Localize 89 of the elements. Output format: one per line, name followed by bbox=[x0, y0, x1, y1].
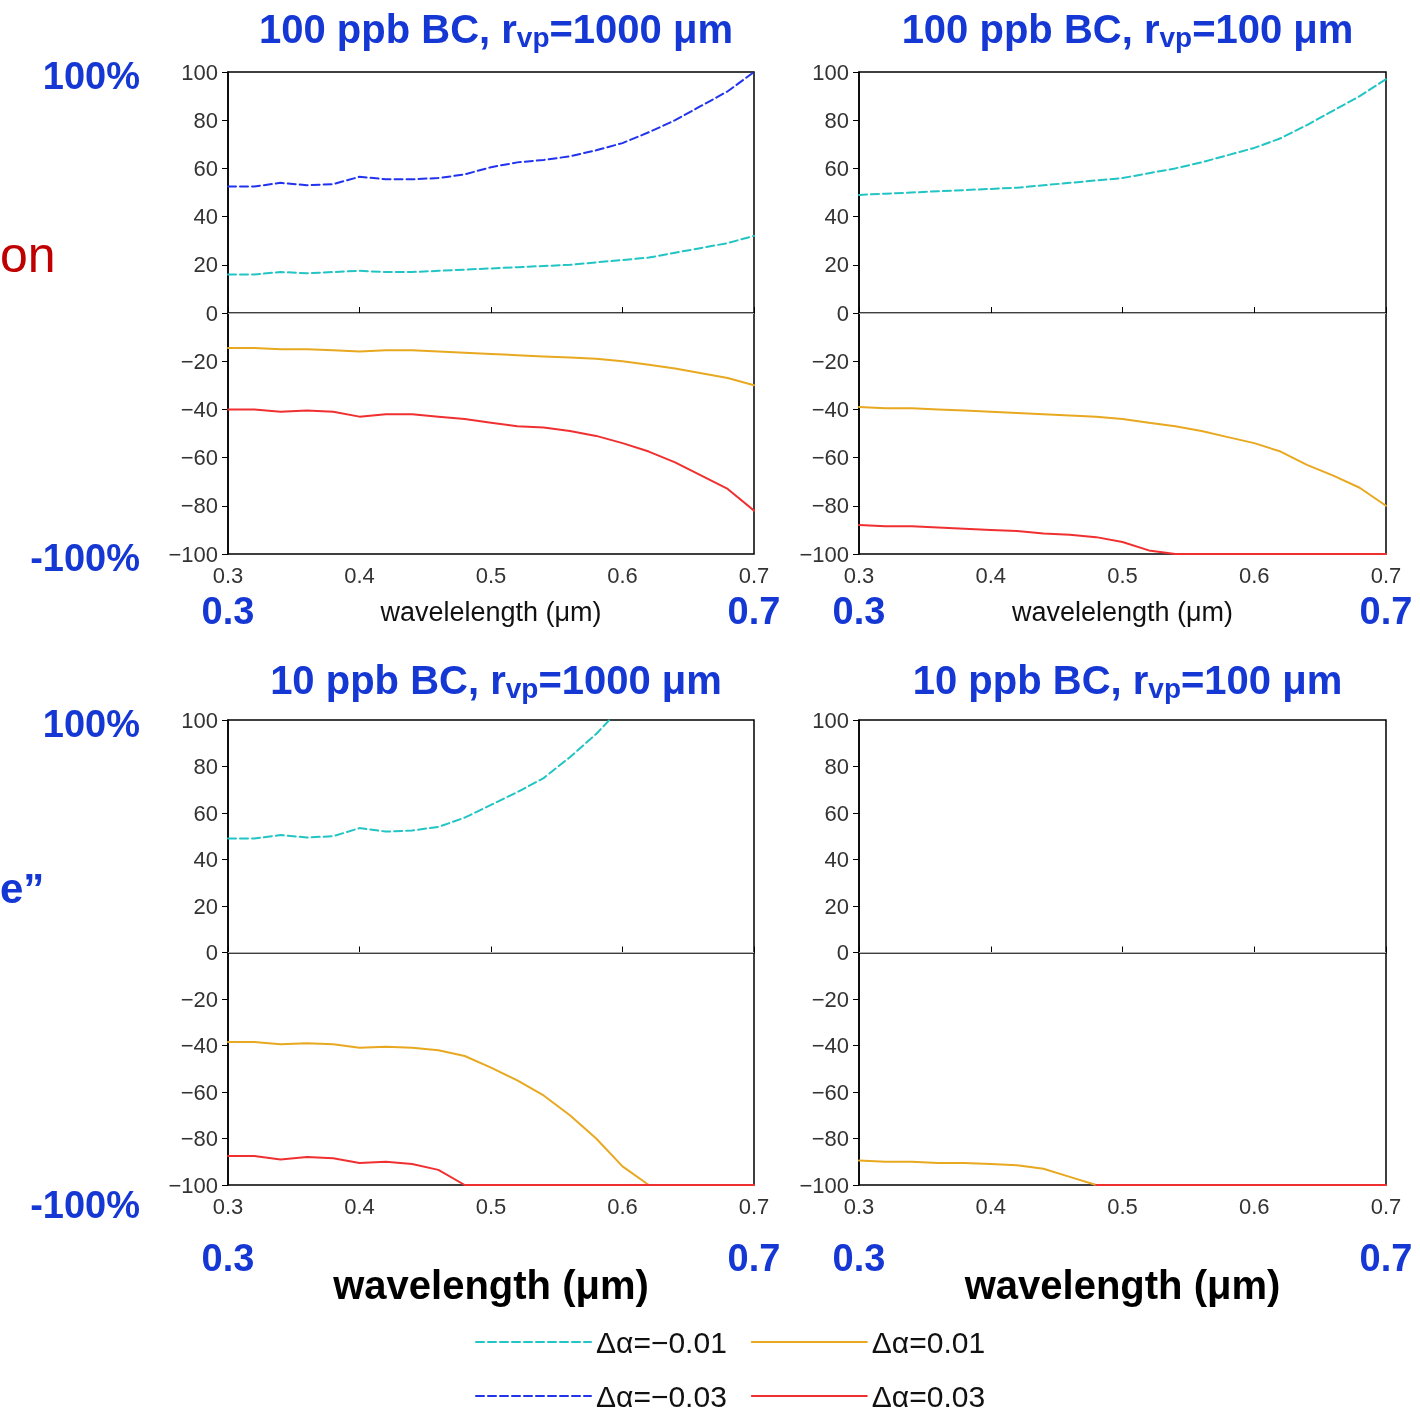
y-tick-label: −20 bbox=[180, 986, 218, 1012]
y-tick-label: 80 bbox=[193, 107, 218, 133]
text: 100% bbox=[42, 55, 140, 97]
x-tick-label: 0.4 bbox=[975, 562, 1007, 588]
y-tick-label: −60 bbox=[811, 1079, 849, 1105]
text: 0.7 bbox=[727, 1237, 781, 1279]
y-tick-label: −80 bbox=[811, 1126, 849, 1151]
x-tick-label: 0.4 bbox=[975, 1193, 1007, 1219]
line-series bbox=[227, 408, 755, 512]
line-series bbox=[227, 1041, 650, 1186]
y-tick-label: 0 bbox=[205, 940, 218, 965]
x-tick-label: 0.5 bbox=[475, 562, 507, 588]
text: 100% bbox=[42, 703, 140, 745]
x-tick-label: 0.5 bbox=[475, 1193, 507, 1219]
x-tick-label: 0.5 bbox=[1107, 562, 1138, 588]
x-axis-title: wavelelength (μm) bbox=[1010, 596, 1234, 627]
line-series bbox=[858, 405, 1387, 507]
y-tick-label: 60 bbox=[193, 800, 218, 826]
y-tick-label: 100 bbox=[812, 59, 849, 85]
text: on bbox=[0, 227, 56, 284]
line-series bbox=[227, 234, 755, 276]
y-tick-label: −80 bbox=[180, 1126, 218, 1151]
y-tick-label: −80 bbox=[811, 493, 849, 519]
text: 0.7 bbox=[1359, 1237, 1413, 1279]
y-tick-label: 40 bbox=[824, 204, 849, 230]
y-tick-label: 40 bbox=[824, 847, 849, 872]
text: e” bbox=[0, 864, 45, 912]
y-tick-label: 20 bbox=[193, 893, 218, 919]
y-tick-label: −20 bbox=[811, 348, 849, 374]
y-tick-label: −60 bbox=[811, 445, 849, 471]
y-tick-label: 20 bbox=[193, 252, 218, 278]
y-tick-label: 0 bbox=[836, 940, 849, 965]
x-tick-label: 0.7 bbox=[738, 562, 770, 588]
text: -100% bbox=[30, 1184, 140, 1226]
line-series bbox=[227, 719, 611, 840]
y-tick-label: 100 bbox=[181, 707, 218, 733]
x-tick-label: 0.7 bbox=[1370, 1193, 1402, 1219]
x-axis-title: wavelength (μm) bbox=[963, 1263, 1281, 1307]
text: 0.3 bbox=[201, 590, 255, 632]
line-series bbox=[858, 78, 1387, 196]
legend-label: Δα=0.03 bbox=[871, 1379, 986, 1413]
y-tick-label: 20 bbox=[824, 252, 849, 278]
x-axis-title: wavelength (μm) bbox=[332, 1263, 649, 1307]
text: 0.7 bbox=[727, 590, 781, 632]
line-series bbox=[227, 1154, 755, 1186]
y-tick-label: −40 bbox=[180, 396, 218, 422]
y-tick-label: 60 bbox=[824, 800, 849, 826]
y-tick-label: −60 bbox=[180, 1079, 218, 1105]
y-tick-label: 60 bbox=[824, 155, 849, 181]
y-tick-label: 40 bbox=[193, 847, 218, 872]
y-tick-label: 80 bbox=[193, 754, 218, 779]
text: 0.3 bbox=[201, 1237, 255, 1279]
line-series bbox=[227, 71, 755, 188]
y-tick-label: 0 bbox=[836, 300, 849, 326]
line-series bbox=[858, 1159, 1098, 1186]
text: 0.3 bbox=[832, 590, 886, 632]
x-tick-label: 0.5 bbox=[1107, 1193, 1138, 1219]
x-tick-label: 0.4 bbox=[344, 1193, 375, 1219]
line-series bbox=[227, 346, 755, 387]
y-tick-label: 60 bbox=[193, 155, 218, 181]
y-tick-label: −40 bbox=[180, 1033, 218, 1058]
x-axis-title: wavelelength (μm) bbox=[379, 596, 602, 627]
line-series bbox=[858, 524, 1387, 555]
y-tick-label: 40 bbox=[193, 204, 218, 230]
legend-label: Δα=−0.03 bbox=[596, 1379, 727, 1413]
y-tick-label: 0 bbox=[205, 300, 218, 326]
y-tick-label: 100 bbox=[181, 59, 218, 85]
y-tick-label: −60 bbox=[180, 445, 218, 471]
text: -100% bbox=[30, 537, 140, 579]
y-tick-label: −20 bbox=[180, 348, 218, 374]
legend-label: Δα=−0.01 bbox=[596, 1325, 727, 1359]
y-tick-label: −40 bbox=[811, 1033, 849, 1058]
x-tick-label: 0.6 bbox=[1238, 562, 1270, 588]
y-tick-label: −40 bbox=[811, 396, 849, 422]
x-tick-label: 0.6 bbox=[1238, 1193, 1270, 1219]
x-tick-label: 0.6 bbox=[607, 562, 638, 588]
y-tick-label: 20 bbox=[824, 893, 849, 919]
y-tick-label: 80 bbox=[824, 754, 849, 779]
x-tick-label: 0.7 bbox=[738, 1193, 770, 1219]
text: 0.7 bbox=[1359, 590, 1413, 632]
text: 0.3 bbox=[832, 1237, 886, 1279]
legend-label: Δα=0.01 bbox=[871, 1325, 986, 1359]
x-tick-label: 0.7 bbox=[1370, 562, 1402, 588]
y-tick-label: −80 bbox=[180, 493, 218, 519]
x-tick-label: 0.4 bbox=[344, 562, 375, 588]
y-tick-label: 80 bbox=[824, 107, 849, 133]
y-tick-label: 100 bbox=[812, 707, 849, 733]
x-tick-label: 0.6 bbox=[607, 1193, 638, 1219]
y-tick-label: −20 bbox=[811, 986, 849, 1012]
